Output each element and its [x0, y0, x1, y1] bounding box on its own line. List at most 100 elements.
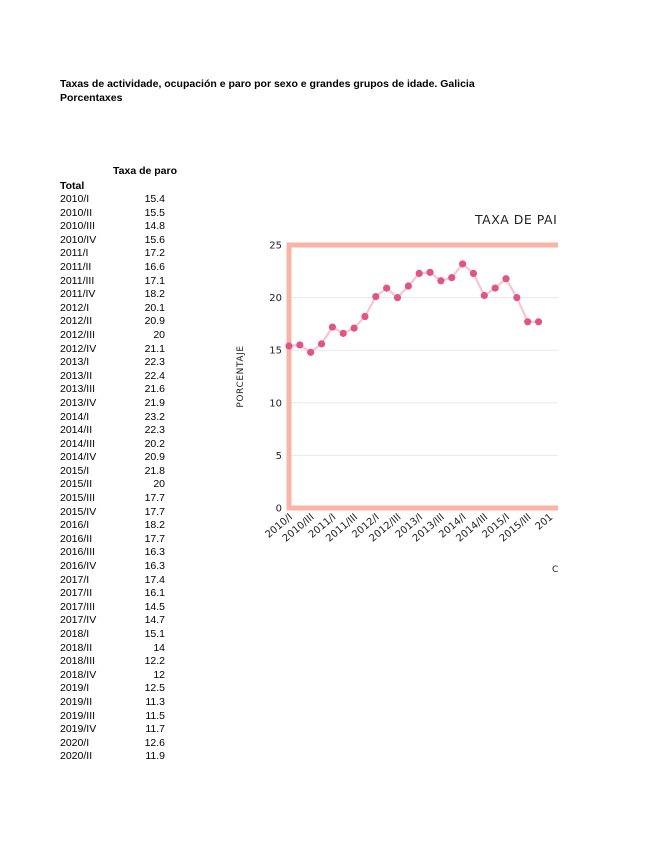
- table-row: 2010/IV 15.6: [60, 234, 165, 248]
- row-label: 2011/I: [60, 247, 89, 260]
- row-label: 2010/III: [60, 220, 96, 233]
- y-axis-label: PORCENTAJE: [236, 345, 246, 407]
- data-point: [317, 340, 326, 348]
- data-point: [307, 348, 315, 356]
- table-row: 2019/I 12.5: [60, 682, 165, 696]
- title-line-2: Porcentaxes: [60, 92, 123, 104]
- row-label: 2012/II: [60, 315, 93, 328]
- row-label: 2012/I: [60, 301, 90, 314]
- row-value: 17.7: [144, 532, 165, 545]
- row-value: 21.8: [144, 464, 165, 477]
- row-label: 2010/IV: [60, 233, 97, 246]
- row-label: 2014/III: [60, 437, 96, 450]
- data-point: [339, 329, 347, 337]
- table-row: 2017/I 17.4: [60, 574, 165, 588]
- data-point: [328, 323, 336, 331]
- table-row: 2017/III 14.5: [60, 601, 165, 615]
- row-value: 15.5: [144, 206, 165, 219]
- row-label: 2011/II: [60, 260, 92, 273]
- table-row: 2014/IV 20.9: [60, 451, 165, 465]
- table-row: 2018/II 14: [60, 642, 165, 656]
- row-label: 2018/III: [60, 655, 96, 668]
- row-label: 2010/II: [60, 206, 93, 219]
- table-row: 2016/II 17.7: [60, 533, 165, 547]
- row-label: 2015/I: [60, 464, 90, 477]
- row-value: 18.2: [144, 288, 165, 301]
- row-value: 12.2: [144, 655, 165, 668]
- row-value: 20.9: [144, 315, 165, 328]
- x-axis-label: C: [552, 565, 558, 575]
- row-label: 2017/III: [60, 600, 96, 613]
- row-value: 22.4: [144, 369, 165, 382]
- row-label: 2012/IV: [60, 342, 97, 355]
- table-row: 2011/IV 18.2: [60, 288, 165, 302]
- data-point: [448, 274, 456, 282]
- row-value: 12.6: [144, 736, 165, 749]
- row-value: 11.5: [145, 709, 165, 722]
- row-label: 2014/II: [60, 424, 93, 437]
- table-row: 2019/III 11.5: [60, 710, 165, 724]
- series-line: [288, 262, 539, 354]
- data-point: [534, 318, 543, 326]
- row-value: 16.3: [144, 546, 165, 559]
- page-title: Taxas de actividade, ocupación e paro po…: [60, 77, 475, 105]
- table-column-header: Taxa de paro: [113, 165, 177, 177]
- table-row: 2016/III 16.3: [60, 546, 165, 560]
- row-label: 2018/I: [60, 628, 90, 640]
- table-row: 2014/II 22.3: [60, 424, 165, 438]
- table-row: 2013/II 22.4: [60, 370, 165, 384]
- row-value: 21.6: [144, 383, 165, 396]
- row-label: 2014/I: [60, 410, 90, 423]
- table-row: 2014/I 23.2: [60, 411, 165, 425]
- row-label: 2016/II: [60, 532, 93, 545]
- row-value: 11.7: [145, 723, 165, 736]
- chart-title: TAXA DE PAI: [474, 212, 557, 227]
- table-row: 2016/I 18.2: [60, 519, 165, 533]
- data-point: [437, 277, 445, 285]
- table-row: 2012/III 20: [60, 329, 165, 343]
- data-point: [361, 312, 369, 321]
- row-label: 2011/IV: [60, 288, 96, 301]
- table-row: 2010/III 14.8: [60, 220, 165, 234]
- table-row: 2017/II 16.1: [60, 587, 165, 601]
- data-point: [415, 269, 423, 278]
- row-value: 18.2: [144, 519, 165, 532]
- title-line-1: Taxas de actividade, ocupación e paro po…: [60, 78, 475, 90]
- table-row: 2018/III 12.2: [60, 655, 165, 669]
- row-value: 20: [153, 328, 165, 341]
- row-value: 11.3: [145, 695, 165, 708]
- data-table: 2010/I 15.4 2010/II 15.5 2010/III 14.8 2010/IV…: [60, 193, 165, 764]
- data-point: [296, 341, 304, 349]
- y-tick-label: 15: [269, 346, 282, 357]
- table-row: 2012/I 20.1: [60, 302, 165, 316]
- row-value: 20.2: [144, 437, 165, 450]
- table-row: 2013/I 22.3: [60, 356, 165, 370]
- table-row: 2013/III 21.6: [60, 383, 165, 397]
- data-point: [426, 268, 434, 276]
- line-chart: TAXA DE PAI0510152025PORCENTAJE2010/I201…: [236, 212, 558, 575]
- y-tick-label: 5: [276, 451, 282, 462]
- row-label: 2015/III: [60, 492, 96, 505]
- row-label: 2018/II: [60, 641, 93, 654]
- row-label: 2011/III: [60, 274, 95, 287]
- table-row: 2020/II 11.9: [60, 750, 165, 764]
- row-label: 2013/III: [60, 383, 96, 396]
- row-value: 21.1: [144, 342, 165, 355]
- row-label: 2020/II: [60, 750, 93, 763]
- data-point: [513, 294, 521, 302]
- row-value: 20.9: [144, 451, 165, 464]
- table-row: 2013/IV 21.9: [60, 397, 165, 411]
- row-value: 20: [153, 478, 165, 491]
- row-value: 17.7: [144, 505, 165, 518]
- table-row: 2019/II 11.3: [60, 696, 165, 710]
- row-label: 2015/II: [60, 478, 93, 491]
- row-value: 14.7: [144, 614, 165, 627]
- row-value: 22.3: [144, 424, 165, 437]
- y-tick-label: 0: [276, 504, 282, 515]
- table-row: 2011/III 17.1: [60, 275, 165, 289]
- row-label: 2019/II: [60, 695, 93, 708]
- table-row: 2017/IV 14.7: [60, 614, 165, 628]
- data-point: [285, 342, 293, 350]
- data-point: [350, 324, 358, 332]
- row-label: 2013/II: [60, 369, 93, 382]
